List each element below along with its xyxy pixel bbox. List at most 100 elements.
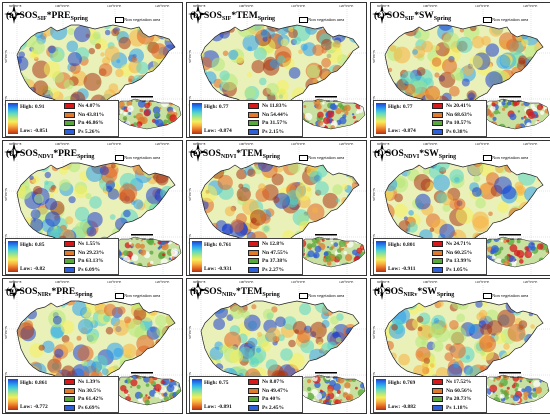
legend-ns-value: Ns 1.39% [78, 379, 101, 385]
raster-cell [152, 81, 161, 90]
title-times: * [53, 149, 59, 159]
raster-cell [44, 171, 51, 179]
raster-cell [297, 329, 311, 344]
legend-ps-swatch [432, 266, 443, 273]
inset-cell [489, 384, 498, 393]
raster-cell [479, 335, 497, 353]
raster-cell [520, 219, 530, 229]
raster-cell [214, 304, 228, 319]
title-base: SOS [386, 11, 405, 21]
raster-cell [501, 218, 513, 230]
inset-cell [147, 102, 151, 105]
raster-cell [475, 197, 486, 209]
inset-cell [149, 260, 154, 265]
raster-cell [348, 30, 359, 43]
inset-cell [491, 102, 496, 107]
lat-tick-label: 50°0'0"N [4, 326, 8, 339]
map-panel: 90°0'0"E 100°0'0"E 110°0'0"E 120°0'0"E 50°0'… [2, 278, 183, 414]
inset-cell [344, 111, 349, 116]
raster-cell [345, 25, 358, 34]
raster-cell [102, 25, 112, 30]
non-vegetation-label: Non vegetation area [492, 293, 529, 298]
raster-cell [242, 34, 259, 52]
legend-ps-swatch [248, 404, 259, 411]
raster-cell [105, 326, 114, 335]
raster-cell [277, 55, 286, 64]
raster-cell [354, 71, 359, 81]
legend-high: High: 0.75 [204, 380, 229, 386]
legend-nn: Nn 30.5% [64, 387, 114, 395]
raster-cell [244, 87, 256, 99]
lon-tick-label: 110°0'0"E [475, 142, 490, 146]
title-index: SIF [404, 16, 415, 22]
inset-cell [140, 249, 147, 256]
raster-cell [473, 175, 481, 183]
legend-nn: Nn 60.56% [432, 387, 482, 395]
raster-cell [94, 302, 107, 315]
raster-cell [454, 198, 466, 210]
raster-cell [535, 61, 543, 73]
legend-pn-value: Pn 63.13% [78, 258, 104, 264]
raster-cell [391, 324, 398, 331]
raster-cell [386, 83, 395, 91]
raster-cell [421, 40, 433, 53]
inset-cell [338, 240, 346, 248]
legend-pn-value: Pn 46.86% [78, 120, 104, 126]
inset-cell [154, 383, 162, 392]
inset-cell [343, 403, 346, 405]
inset-border [298, 374, 366, 406]
raster-cell [353, 85, 359, 100]
legend-pn-value: Pn 10.57% [446, 120, 472, 126]
raster-cell [201, 360, 214, 374]
legend-pn-swatch [64, 258, 75, 264]
inset-cell [140, 239, 143, 242]
raster-cell [217, 174, 233, 191]
raster-cell [388, 222, 397, 230]
legend-ns: Ns 20.41% [432, 103, 482, 110]
raster-cell [349, 61, 356, 69]
color-ramp [192, 241, 202, 272]
inset-cell [328, 399, 332, 403]
raster-cell [306, 64, 320, 78]
raster-cell [469, 25, 477, 32]
inset-cell [303, 105, 307, 108]
raster-cell [385, 82, 392, 92]
raster-cell [521, 301, 537, 312]
legend-nn-value: Nn 29.23% [78, 249, 105, 256]
non-vegetation-swatch [299, 155, 308, 161]
legend-ps-swatch [432, 128, 443, 135]
lon-tick-label: 110°0'0"E [475, 4, 490, 8]
panel-letter: (a) [6, 11, 18, 21]
legend-high: High: 0.761 [204, 242, 232, 248]
raster-cell [111, 28, 119, 37]
raster-cell [99, 166, 109, 176]
raster-cell [104, 46, 120, 61]
raster-cell [52, 315, 62, 325]
legend-ns-swatch [248, 103, 259, 109]
inset-cell [352, 249, 358, 256]
lat-tick-label: 50°0'0"N [4, 188, 8, 201]
raster-cell [442, 203, 451, 212]
lon-tick-label: 90°0'0"E [377, 142, 390, 146]
inset-cell [498, 111, 501, 114]
legend-pn-value: Pn 20.73% [446, 396, 472, 402]
raster-cell [481, 301, 488, 307]
raster-cell [142, 351, 160, 369]
raster-cell [95, 43, 101, 50]
lon-tick-label: 120°0'0"E [339, 4, 354, 8]
inset-cell [317, 120, 324, 126]
lon-tick-label: 90°0'0"E [9, 4, 22, 8]
raster-cell [251, 304, 257, 310]
scale-tick: 200 [333, 99, 338, 103]
raster-cell [488, 229, 499, 240]
raster-cell [462, 64, 474, 76]
raster-cell [141, 224, 147, 230]
inset-cell [510, 261, 517, 267]
raster-cell [42, 340, 55, 353]
lon-tick-label: 120°0'0"E [155, 142, 170, 146]
legend-pn-value: Pn 40% [262, 396, 281, 402]
raster-cell [201, 72, 202, 77]
inset-cell [519, 259, 524, 264]
raster-cell [208, 301, 216, 306]
